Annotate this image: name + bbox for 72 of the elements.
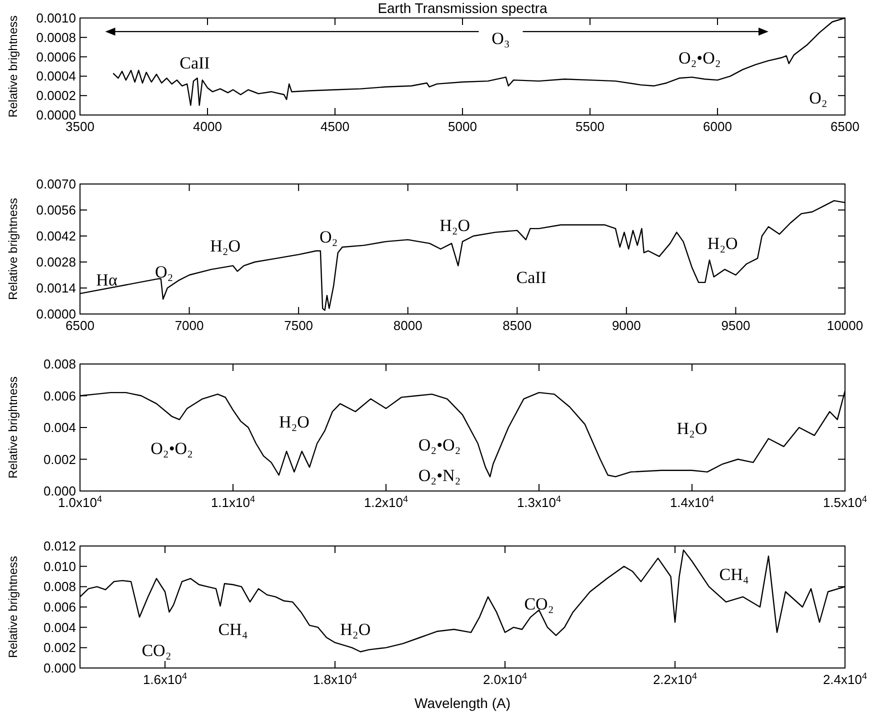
x-tick-label: 1.2x10$^{4}$ (364, 494, 408, 510)
annotation: O₂•O₂ (678, 48, 721, 68)
y-tick-label: 0.0070 (36, 176, 76, 192)
y-tick-label: 0.000 (43, 660, 76, 676)
y-tick-label: 0.000 (43, 484, 76, 498)
y-tick-label: 0.008 (43, 579, 76, 594)
annotation: CO₂ (524, 594, 554, 614)
y-axis-title: Relative brightness (6, 376, 20, 479)
annotation: O₂ (155, 262, 174, 282)
x-tick-label: 1.5x10$^{4}$ (822, 494, 868, 510)
annotation: O₂•O₂ (418, 435, 461, 454)
y-axis-title: Relative brightness (6, 15, 20, 118)
annotation: H₂O (676, 418, 708, 438)
x-tick-label: 1.6x10$^{4}$ (142, 671, 188, 687)
chart-title: Earth Transmission spectra (378, 0, 548, 16)
annotation: H₂O (278, 412, 310, 432)
x-tick-label: 1.3x10$^{4}$ (516, 494, 562, 510)
x-tick-label: 10000 (826, 318, 864, 333)
y-tick-label: 0.0010 (36, 10, 76, 26)
x-tick-label: 6000 (703, 119, 732, 134)
x-tick-label: 4500 (320, 119, 350, 134)
annotation: CH₄ (218, 620, 248, 640)
x-tick-label: 7500 (284, 318, 314, 333)
x-tick-label: 5500 (576, 119, 604, 134)
annotation: CaII (180, 53, 210, 72)
x-tick-label: 9500 (721, 318, 750, 333)
y-tick-label: 0.0014 (36, 280, 76, 296)
annotation: CO₂ (142, 640, 172, 660)
y-tick-label: 0.0004 (36, 68, 76, 84)
annotation: H₂O (210, 236, 241, 256)
annotation: O₂•N₂ (418, 466, 461, 485)
y-tick-label: 0.002 (43, 452, 76, 467)
x-tick-label: 4000 (193, 119, 222, 134)
y-tick-label: 0.006 (43, 388, 76, 404)
y-tick-label: 0.004 (43, 420, 76, 435)
x-tick-label: 6500 (830, 119, 860, 134)
x-tick-label: 5000 (448, 119, 477, 134)
annotation: Hα (96, 270, 118, 290)
annotation: CH₄ (719, 565, 749, 584)
y-tick-label: 0.0056 (36, 202, 76, 218)
y-axis-title: Relative brightness (6, 556, 20, 658)
x-tick-label: 1.8x10$^{4}$ (312, 671, 358, 687)
y-tick-label: 0.0006 (36, 49, 76, 64)
y-tick-label: 0.006 (43, 600, 76, 614)
y-tick-label: 0.0002 (36, 88, 76, 104)
x-tick-label: 1.4x10$^{4}$ (670, 494, 714, 510)
y-tick-label: 0.008 (43, 356, 76, 372)
x-tick-label: 9000 (612, 318, 641, 333)
annotation: O₂ (320, 228, 338, 246)
x-tick-label: 2.2x10$^{4}$ (652, 671, 698, 687)
y-axis-title: Relative brightness (6, 198, 20, 300)
x-tick-label: 2.4x10$^{4}$ (822, 671, 868, 687)
annotation: H₂O (440, 216, 470, 235)
y-tick-label: 0.002 (43, 640, 76, 656)
y-tick-label: 0.012 (43, 538, 76, 554)
x-tick-label: 2.0x10$^{4}$ (482, 671, 528, 687)
annotation: O₂ (809, 88, 828, 108)
y-tick-label: 0.0008 (36, 30, 76, 45)
x-axis-title: Wavelength (A) (414, 695, 510, 711)
y-tick-label: 0.0028 (36, 254, 76, 270)
annotation: H₂O (340, 620, 371, 640)
x-tick-label: 1.1x10$^{4}$ (210, 494, 256, 510)
annotation: O₃ (492, 29, 510, 48)
x-tick-label: 7000 (174, 318, 204, 333)
annotation: O₂•O₂ (150, 439, 193, 458)
y-tick-label: 0.004 (43, 620, 76, 635)
annotation: H₂O (707, 234, 738, 253)
x-tick-label: 8500 (502, 318, 532, 333)
x-tick-label: 8000 (393, 318, 422, 333)
annotation: CaII (516, 268, 547, 287)
y-tick-label: 0.0042 (36, 228, 76, 244)
y-tick-label: 0.010 (43, 558, 76, 574)
